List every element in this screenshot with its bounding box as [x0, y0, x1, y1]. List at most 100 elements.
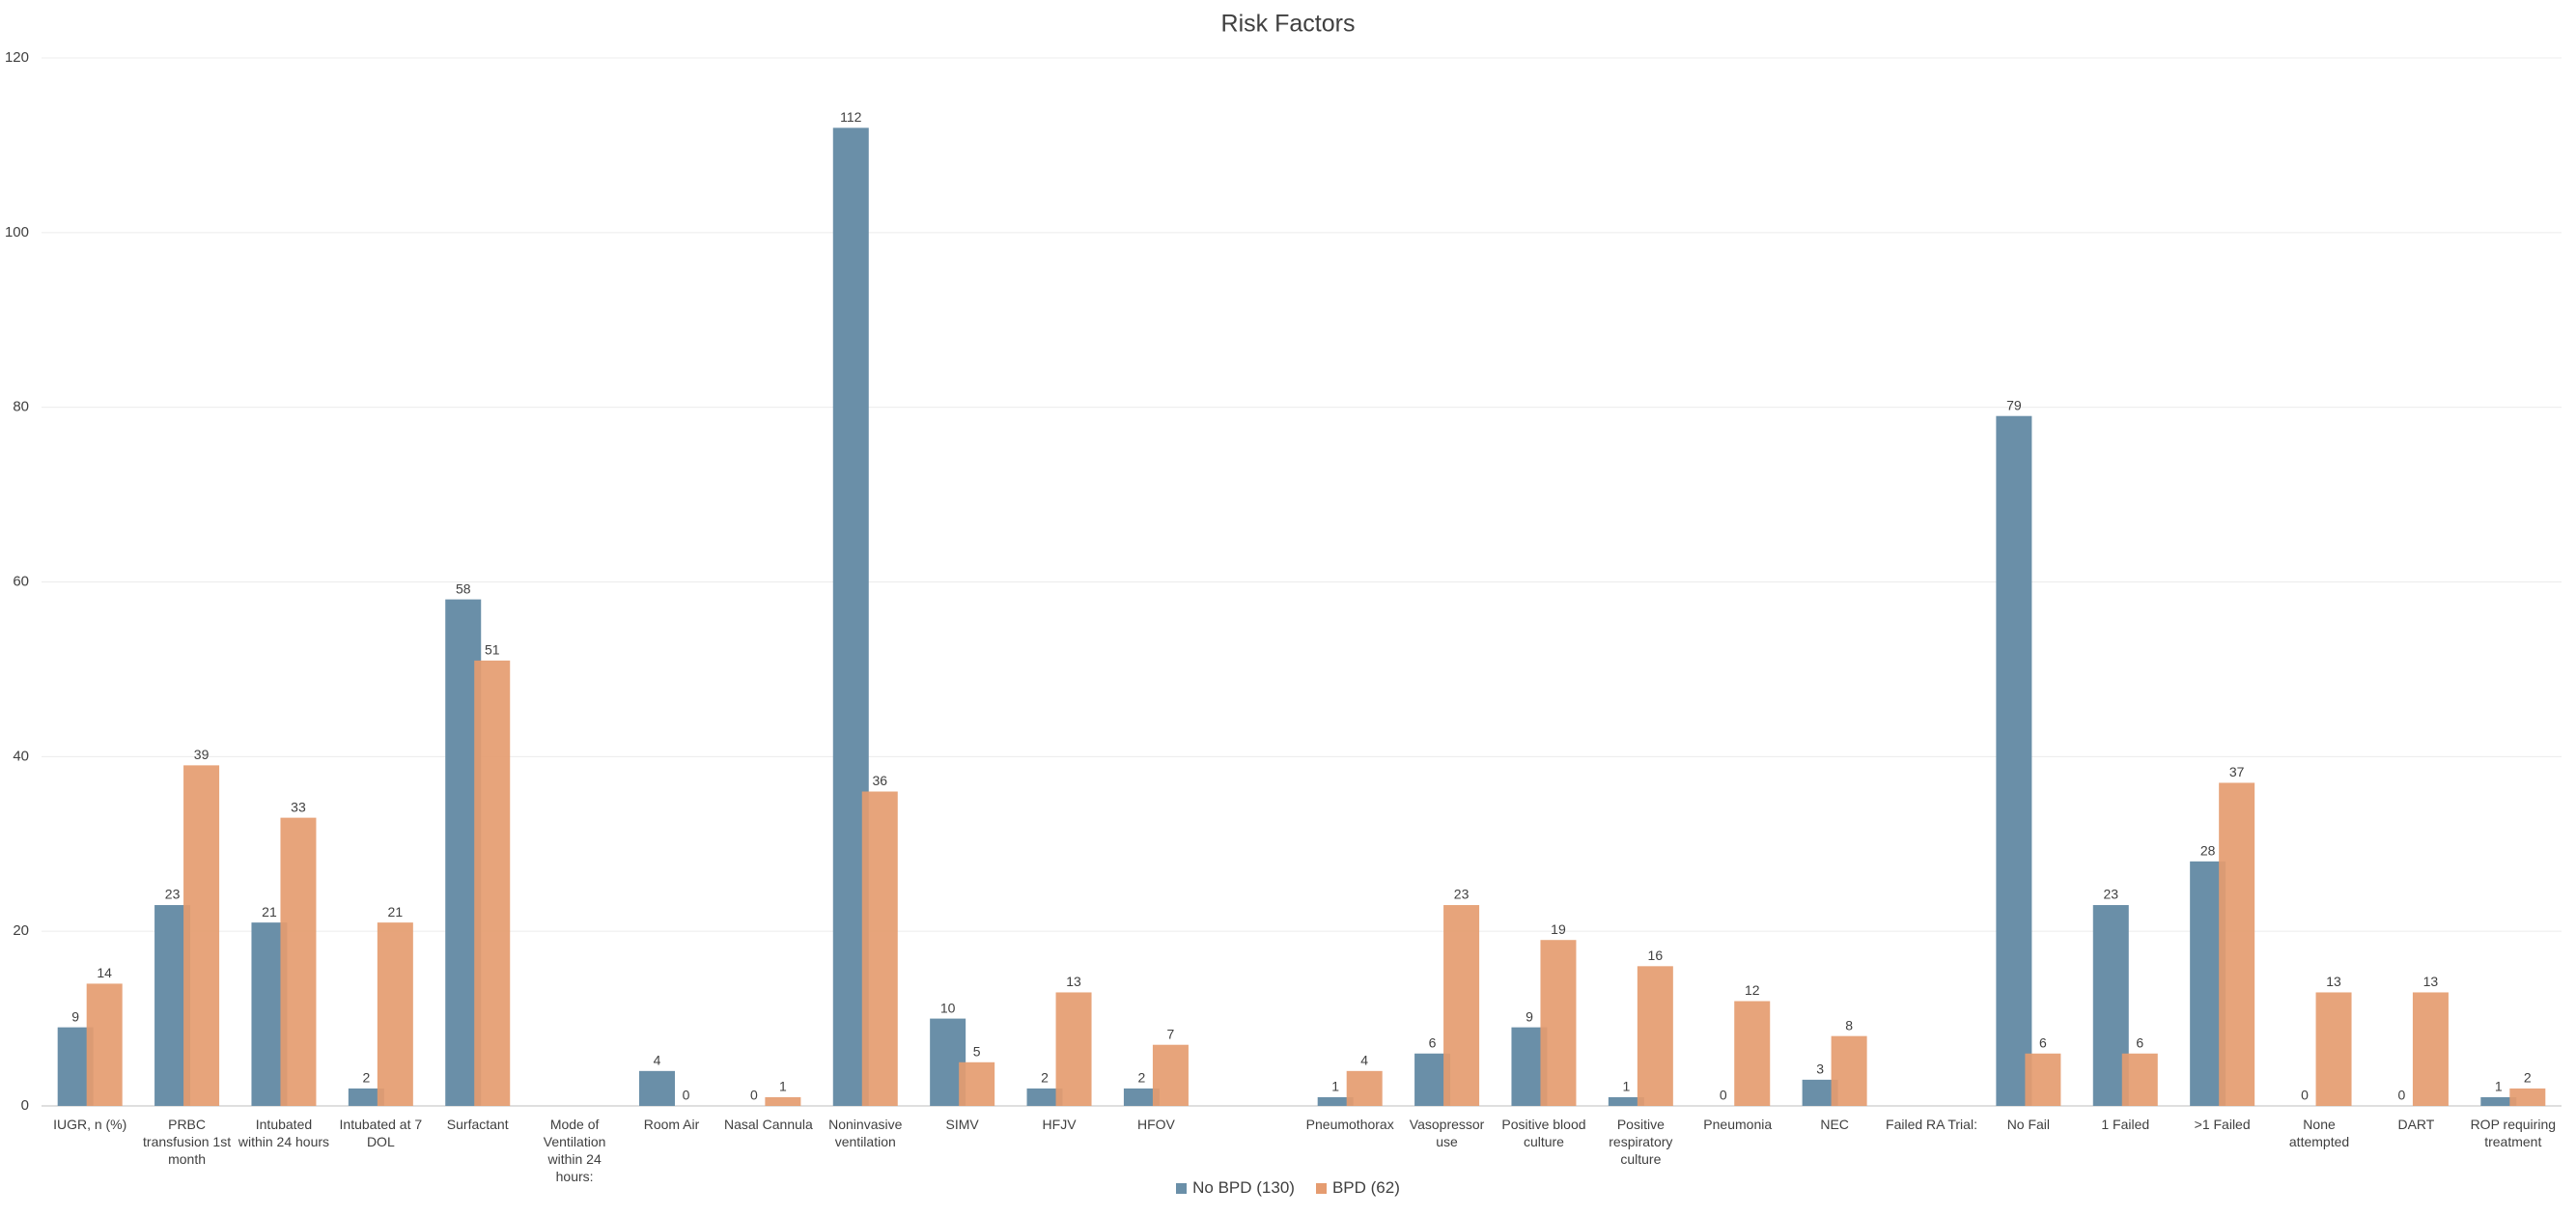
data-label: 14 — [97, 965, 112, 980]
y-tick-label: 0 — [21, 1097, 29, 1114]
data-label: 0 — [2398, 1088, 2406, 1103]
data-label: 37 — [2229, 764, 2245, 779]
x-tick-label: Mode of Ventilation within 24 hours: — [543, 1117, 606, 1184]
bar — [1123, 1088, 1160, 1106]
legend-item: No BPD (130) — [1176, 1178, 1295, 1198]
x-tick-label: Noninvasive ventilation — [828, 1117, 903, 1149]
bar — [861, 791, 898, 1106]
bar — [1026, 1088, 1063, 1106]
x-tick-label: SIMV — [945, 1117, 979, 1132]
x-tick-label: HFOV — [1136, 1117, 1175, 1132]
data-label: 13 — [2326, 974, 2341, 989]
bar — [2315, 992, 2352, 1106]
data-label: 112 — [840, 109, 862, 125]
legend-swatch — [1176, 1182, 1188, 1194]
data-label: 9 — [1526, 1008, 1533, 1024]
data-label: 7 — [1167, 1026, 1175, 1041]
bar — [377, 922, 413, 1106]
x-tick-label: Failed RA Trial: — [1886, 1117, 1977, 1132]
data-label: 2 — [362, 1070, 370, 1086]
data-label: 4 — [1360, 1053, 1368, 1068]
data-label: 1 — [779, 1079, 787, 1094]
data-label: 23 — [1454, 887, 1470, 902]
data-label: 23 — [165, 887, 181, 902]
y-tick-label: 80 — [13, 399, 29, 415]
x-tick-label: 1 Failed — [2101, 1117, 2150, 1132]
data-label: 3 — [1816, 1061, 1824, 1077]
bar — [474, 660, 511, 1106]
data-label: 79 — [2006, 397, 2022, 412]
data-label: 2 — [1138, 1070, 1146, 1086]
data-label: 39 — [194, 747, 210, 762]
data-label: 9 — [71, 1008, 79, 1024]
data-label: 19 — [1551, 921, 1566, 937]
data-label: 23 — [2103, 887, 2118, 902]
bar — [1540, 940, 1577, 1106]
legend-item: BPD (62) — [1315, 1178, 1400, 1198]
bar — [1317, 1096, 1354, 1106]
legend: No BPD (130) BPD (62) — [0, 1178, 2576, 1198]
x-tick-label: No Fail — [2006, 1117, 2051, 1132]
data-label: 12 — [1745, 982, 1760, 998]
data-label: 2 — [2524, 1070, 2532, 1086]
chart-title: Risk Factors — [1221, 11, 1356, 38]
x-tick-label: >1 Failed — [2194, 1117, 2251, 1132]
bar — [86, 983, 123, 1106]
bar — [183, 765, 220, 1106]
x-tick-label: Positive blood culture — [1501, 1117, 1586, 1149]
data-label: 1 — [2495, 1079, 2503, 1094]
bar — [1443, 905, 1480, 1106]
legend-label: No BPD (130) — [1192, 1178, 1295, 1197]
bar — [280, 817, 317, 1106]
data-label: 6 — [1429, 1034, 1437, 1050]
x-tick-label: ROP requiring treatment — [2470, 1117, 2557, 1149]
legend-swatch — [1315, 1182, 1327, 1194]
y-tick-label: 40 — [13, 748, 29, 764]
data-label: 36 — [872, 773, 887, 788]
x-tick-label: Intubated at 7 DOL — [339, 1117, 423, 1149]
data-label: 5 — [973, 1043, 981, 1059]
data-label: 0 — [683, 1088, 690, 1103]
data-label: 21 — [388, 904, 404, 920]
data-label: 4 — [654, 1053, 661, 1068]
bar — [2412, 992, 2449, 1106]
x-tick-label: Nasal Cannula — [723, 1117, 813, 1132]
data-label: 28 — [2200, 843, 2216, 859]
data-label: 13 — [1066, 974, 1081, 989]
x-tick-label: Positive respiratory culture — [1609, 1117, 1673, 1167]
x-tick-label: Pneumothorax — [1305, 1117, 1394, 1132]
x-tick-label: Intubated within 24 hours — [238, 1117, 330, 1149]
bar — [1152, 1044, 1189, 1106]
x-tick-label: Surfactant — [446, 1117, 509, 1132]
x-tick-label: IUGR, n (%) — [53, 1117, 127, 1132]
x-tick-label: Pneumonia — [1703, 1117, 1773, 1132]
bar — [1831, 1035, 1867, 1106]
data-label: 16 — [1648, 948, 1664, 963]
data-label: 10 — [940, 1000, 956, 1015]
data-label: 6 — [2136, 1034, 2143, 1050]
legend-label: BPD (62) — [1331, 1178, 1400, 1197]
bar — [639, 1070, 675, 1106]
bar — [2121, 1053, 2158, 1106]
x-tick-label: DART — [2397, 1117, 2435, 1132]
x-tick-label: None attempted — [2288, 1117, 2350, 1149]
bar — [1734, 1001, 1771, 1106]
x-tick-label: HFJV — [1042, 1117, 1077, 1132]
x-tick-label: NEC — [1820, 1117, 1849, 1132]
data-label: 58 — [456, 580, 471, 596]
bar — [1637, 966, 1673, 1106]
data-label: 0 — [750, 1088, 758, 1103]
data-label: 13 — [2423, 974, 2439, 989]
data-label: 2 — [1041, 1070, 1049, 1086]
bar — [765, 1096, 801, 1106]
bar — [1055, 992, 1092, 1106]
bar — [1996, 415, 2032, 1106]
x-tick-label: PRBC transfusion 1st month — [143, 1117, 232, 1167]
data-label: 1 — [1622, 1079, 1630, 1094]
data-label: 0 — [1720, 1088, 1727, 1103]
bar — [1346, 1070, 1383, 1106]
bar — [2025, 1053, 2061, 1106]
bar — [348, 1088, 384, 1106]
data-label: 21 — [262, 904, 277, 920]
